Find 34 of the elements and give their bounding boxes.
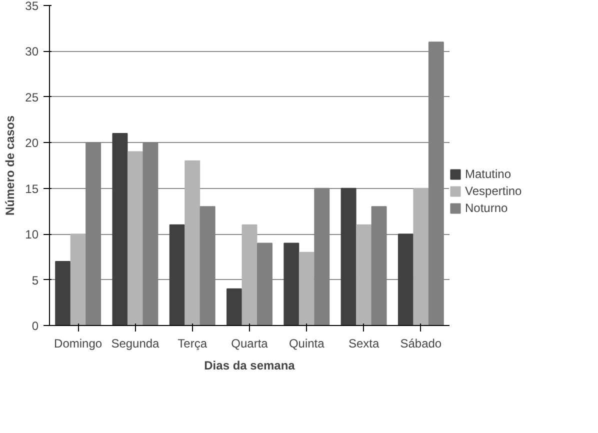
y-tick-label: 20	[25, 136, 39, 150]
y-tick-label: 25	[25, 90, 39, 104]
bar	[226, 288, 242, 326]
x-tick-label: Segunda	[111, 336, 160, 350]
bar	[356, 224, 372, 326]
bar	[112, 133, 128, 326]
bar	[242, 224, 258, 326]
x-tick-label: Terça	[178, 336, 208, 350]
y-tick-label: 5	[32, 273, 39, 288]
bar	[340, 188, 356, 326]
bar	[298, 252, 314, 326]
x-tick-label: Sábado	[400, 336, 442, 350]
y-tick-label: 35	[25, 0, 39, 13]
y-tick-label: 10	[25, 228, 39, 242]
y-tick-label: 30	[25, 44, 39, 59]
legend-label: Vespertino	[465, 184, 522, 198]
y-tick-label: 0	[32, 319, 39, 333]
y-tick-label: 15	[25, 182, 39, 196]
legend-label: Noturno	[465, 201, 508, 215]
bar	[70, 234, 86, 326]
bar	[55, 261, 71, 326]
x-axis-title: Dias da semana	[204, 358, 296, 372]
bar	[284, 242, 300, 326]
bar	[413, 188, 429, 326]
bar	[398, 234, 414, 326]
bar	[184, 160, 200, 326]
x-tick-label: Domingo	[54, 336, 102, 350]
bar	[127, 151, 143, 326]
bar	[169, 224, 185, 326]
x-tick-label: Quinta	[288, 336, 325, 350]
y-axis-title: Número de casos	[3, 115, 18, 216]
x-tick-label: Quarta	[231, 336, 268, 350]
legend-label: Matutino	[465, 167, 512, 181]
x-tick-label: Sexta	[348, 336, 380, 350]
